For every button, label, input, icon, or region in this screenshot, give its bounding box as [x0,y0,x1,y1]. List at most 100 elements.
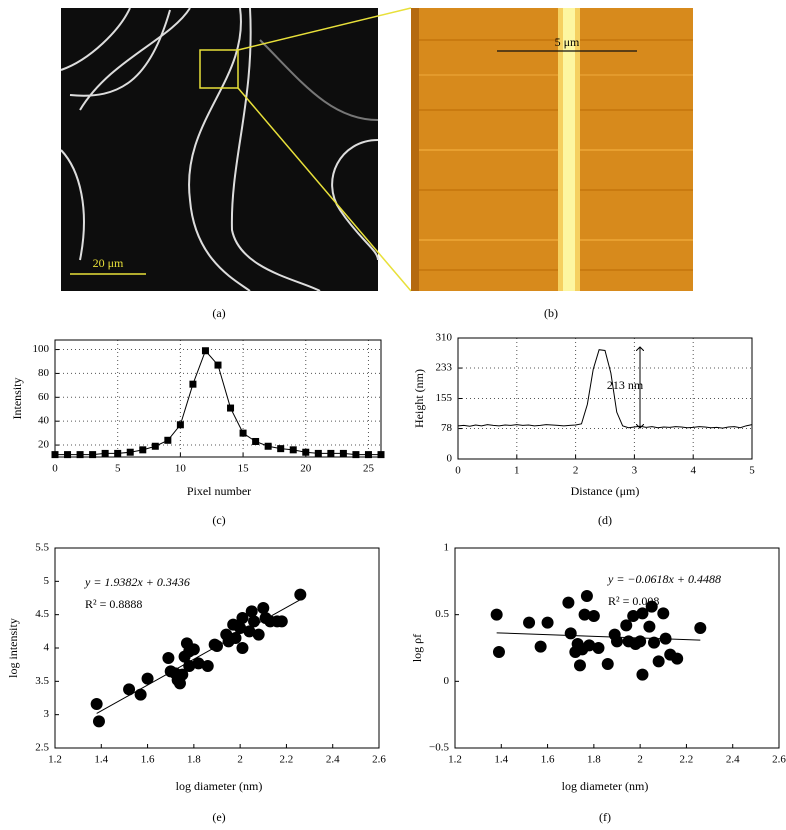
data-point [523,616,536,629]
data-point [636,607,649,620]
data-point [277,445,285,453]
y-tick-label: 155 [436,392,453,404]
data-point [627,610,640,622]
x-tick-label: 2 [637,754,643,766]
data-point [592,642,605,654]
x-axis-label: Pixel number [187,484,251,498]
plot-frame [54,547,380,749]
y-tick-label: 20 [38,439,50,451]
data-point [252,628,265,641]
data-point [302,448,310,456]
data-point [352,451,360,459]
data-point [134,688,147,701]
data-point [243,625,256,638]
data-point [541,616,554,629]
data-point [229,632,242,644]
data-point [601,658,614,670]
y-tick-label: 40 [38,415,50,427]
y-tick-label: 0.5 [435,608,449,620]
data-point [114,449,122,457]
x-tick-label: 25 [363,463,375,475]
equation: R² = 0.008 [608,594,659,608]
data-point [187,643,200,656]
data-point [245,605,258,618]
data-point [580,590,593,602]
y-tick-label: 2.5 [35,742,49,754]
data-point [611,635,623,648]
x-tick-label: 2.2 [280,754,294,766]
panel-label: (a) [212,306,225,320]
micrograph-a [61,8,378,291]
y-tick-label: 0 [447,453,453,465]
y-tick-label: 5 [44,575,50,587]
x-axis-label: log diameter (nm) [176,779,263,793]
x-tick-label: 20 [300,463,312,475]
data-point [236,642,249,654]
data-point [657,607,670,620]
data-point [573,659,586,672]
y-tick-label: 310 [436,332,453,344]
x-tick-label: 2 [573,465,579,477]
data-point [327,449,335,457]
data-point [164,436,172,444]
data-point [275,615,288,628]
data-point [364,451,372,459]
x-tick-label: 3 [632,465,638,477]
x-tick-label: 1.2 [48,754,62,766]
data-point [252,437,260,445]
x-tick-label: 1.8 [587,754,601,766]
x-tick-label: 1.8 [187,754,201,766]
y-tick-label: 4 [44,642,50,654]
x-tick-label: 2.4 [726,754,740,766]
data-point [492,646,505,658]
data-point [294,588,307,601]
x-tick-label: 15 [238,463,250,475]
data-line [457,349,753,429]
plot-frame [454,547,780,749]
zoom-line [237,87,412,292]
panel-label: (d) [598,513,612,527]
equation: y = 1.9382x + 0.3436 [84,575,190,589]
data-point [92,715,105,728]
x-tick-label: 2.6 [772,754,786,766]
x-tick-label: 2.6 [372,754,386,766]
data-point [239,429,247,437]
data-point [176,668,189,681]
data-point [314,449,322,457]
y-tick-label: 5.5 [35,542,49,554]
x-tick-label: 10 [175,463,187,475]
x-tick-label: 1.4 [494,754,508,766]
data-point [176,421,184,429]
y-axis-label: log ρf [410,634,424,662]
x-tick-label: 4 [690,465,696,477]
equation: y = −0.0618x + 0.4488 [607,572,721,586]
y-axis-label: log intensity [6,618,20,678]
data-point [339,449,347,457]
panel-label: (b) [544,306,558,320]
x-tick-label: 2 [237,754,243,766]
x-tick-label: 1.6 [541,754,555,766]
y-tick-label: 233 [436,362,453,374]
data-point [562,596,575,609]
afm-streaks [411,8,693,291]
y-tick-label: 3 [44,708,50,720]
data-point [234,622,247,634]
plot-frame [457,337,753,460]
x-tick-label: 5 [115,463,121,475]
panel-label: (c) [212,513,225,527]
data-point [534,640,547,653]
x-tick-label: 1.4 [94,754,108,766]
data-point [189,380,197,388]
data-point [64,451,72,459]
panel-label: (f) [599,810,611,824]
y-tick-label: 3.5 [35,675,49,687]
y-tick-label: 100 [33,343,50,355]
x-tick-label: 0 [52,463,58,475]
x-tick-label: 2.4 [326,754,340,766]
data-point [89,451,97,459]
data-point [151,442,159,450]
x-axis-label: Distance (μm) [571,484,640,498]
fibers [60,7,379,292]
x-tick-label: 0 [455,465,461,477]
